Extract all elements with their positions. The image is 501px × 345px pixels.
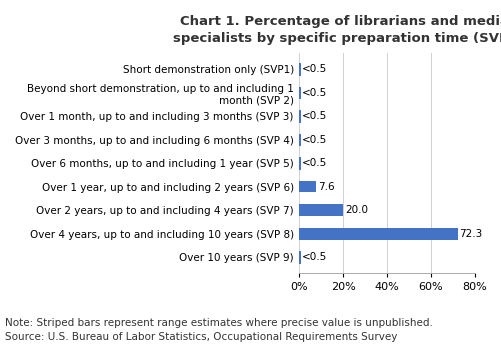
- Bar: [299, 204, 343, 216]
- Bar: [299, 134, 300, 146]
- Text: <0.5: <0.5: [301, 158, 327, 168]
- Bar: [299, 251, 300, 263]
- Bar: [299, 157, 300, 169]
- Text: 72.3: 72.3: [458, 229, 482, 239]
- Bar: [299, 228, 457, 239]
- Title: Chart 1. Percentage of librarians and media collections
specialists by specific : Chart 1. Percentage of librarians and me…: [172, 15, 501, 45]
- Bar: [299, 157, 300, 169]
- Text: <0.5: <0.5: [301, 111, 327, 121]
- Bar: [299, 87, 300, 98]
- Bar: [299, 87, 300, 98]
- Text: 20.0: 20.0: [344, 205, 367, 215]
- Text: <0.5: <0.5: [301, 135, 327, 145]
- Text: <0.5: <0.5: [301, 64, 327, 74]
- Bar: [299, 251, 300, 263]
- Bar: [299, 110, 300, 122]
- Text: 7.6: 7.6: [317, 181, 334, 191]
- Bar: [299, 63, 300, 75]
- Bar: [299, 181, 316, 193]
- Bar: [299, 134, 300, 146]
- Bar: [299, 63, 300, 75]
- Bar: [299, 110, 300, 122]
- Text: <0.5: <0.5: [301, 252, 327, 262]
- Text: Note: Striped bars represent range estimates where precise value is unpublished.: Note: Striped bars represent range estim…: [5, 318, 432, 342]
- Text: <0.5: <0.5: [301, 88, 327, 98]
